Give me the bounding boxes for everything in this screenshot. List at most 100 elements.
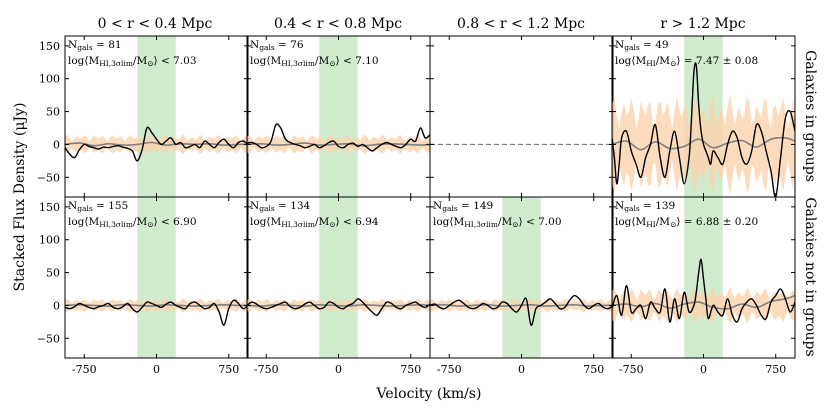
panel-plot-area [612,197,795,358]
column-title-3: r > 1.2 Mpc [660,16,745,32]
x-tick-label: 0 [153,363,160,376]
y-tick-label: −50 [37,332,60,345]
stacked-spectrum-line [612,62,795,197]
panel-plot-area [612,36,795,197]
y-tick-label: −50 [37,171,60,184]
mass-value: ⟩ < 7.10 [336,55,379,67]
ngals-symbol: N [68,200,77,212]
mass-subscript: HI,3σlim [99,220,133,229]
column-title-2: 0.8 < r < 1.2 Mpc [457,16,585,32]
velocity-window-band [137,36,176,197]
mass-value: ⟩ < 6.90 [154,216,197,228]
mass-ratio: /M [133,55,148,67]
velocity-window-band [502,197,541,358]
velocity-window-band [137,197,176,358]
row-label-1: Galaxies not in groups [802,197,818,356]
solar-symbol: ⊙ [512,220,518,229]
y-tick-label: 50 [46,106,60,119]
x-tick-label: -750 [619,363,644,376]
solar-symbol: ⊙ [329,220,335,229]
mass-subscript: HI,3σlim [281,220,315,229]
uncertainty-envelope [612,287,795,324]
ngals-value: = 81 [93,39,122,51]
solar-symbol: ⊙ [147,220,153,229]
ngals-value: = 49 [640,39,669,51]
solar-symbol: ⊙ [147,59,153,68]
panel-1-0: -750 0 750 −50 0 50 100 150 Ngals = 155 log⟨MHI,3… [37,196,249,376]
x-tick-label: 750 [583,363,604,376]
panel-plot-area [430,197,613,358]
panel-1-3: -750 0 750 Ngals = 139 log⟨MHI/M⊙⟩ = 6.88 ± … [611,196,796,376]
ngals-subscript: gals [259,204,275,213]
x-tick-label: 750 [765,363,786,376]
mass-limit-annotation: log⟨MHI,3σlim/M⊙⟩ < 7.10 [250,55,379,68]
mass-symbol: log⟨M [433,216,464,228]
ngals-subscript: gals [77,204,93,213]
ngals-subscript: gals [77,43,93,52]
solar-symbol: ⊙ [670,220,676,229]
ngals-annotation: Ngals = 155 [68,200,128,213]
reference-spectrum-line [612,136,795,151]
mass-ratio: /M [315,55,330,67]
mass-limit-annotation: log⟨MHI,3σlim/M⊙⟩ < 6.94 [250,216,379,229]
uncertainty-envelope [65,134,248,155]
x-tick-label: 0 [518,363,525,376]
column-title-0: 0 < r < 0.4 Mpc [98,16,213,32]
mass-ratio: /M [315,216,330,228]
panel-1-2: -750 0 750 Ngals = 149 log⟨MHI,3σlim/M⊙⟩ < 7… [429,196,614,376]
ngals-symbol: N [68,39,77,51]
mass-symbol: log⟨M [615,55,646,67]
mass-symbol: log⟨M [615,216,646,228]
ngals-annotation: Ngals = 81 [68,39,122,52]
velocity-window-band [319,197,358,358]
row-label-0: Galaxies in groups [802,50,818,182]
x-tick-label: -750 [72,363,97,376]
x-tick-label: -750 [254,363,279,376]
mass-subscript: HI [646,220,656,229]
y-axis-label: Stacked Flux Density (μJy) [12,103,28,292]
ngals-symbol: N [615,200,624,212]
ngals-symbol: N [250,39,259,51]
reference-spectrum-line [247,142,430,147]
panel-0-0: −50 0 50 100 150 Ngals = 81 log⟨MHI,3σlim/M⊙⟩ … [37,35,249,198]
stacked-spectrum-line [430,294,613,326]
ngals-annotation: Ngals = 134 [250,200,311,213]
mass-detection-annotation: log⟨MHI/M⊙⟩ = 6.88 ± 0.20 [615,216,758,229]
ngals-symbol: N [615,39,624,51]
mass-subscript: HI,3σlim [99,59,133,68]
mass-value: ⟩ < 6.94 [336,216,379,228]
ngals-value: = 76 [275,39,304,51]
y-tick-label: 100 [39,234,60,247]
y-tick-label: 150 [39,40,60,53]
mass-symbol: log⟨M [250,216,281,228]
mass-subscript: HI,3σlim [464,220,498,229]
stacked-spectrum-line [612,258,795,323]
ngals-value: = 134 [275,200,311,212]
panel-frame [429,35,614,198]
mass-ratio: /M [133,216,148,228]
mass-limit-annotation: log⟨MHI,3σlim/M⊙⟩ < 7.00 [433,216,562,229]
x-tick-label: -750 [437,363,462,376]
mass-ratio: /M [656,55,671,67]
column-title-1: 0.4 < r < 0.8 Mpc [274,16,402,32]
mass-detection-annotation: log⟨MHI/M⊙⟩ = 7.47 ± 0.08 [615,55,758,68]
mass-limit-annotation: log⟨MHI,3σlim/M⊙⟩ < 6.90 [68,216,197,229]
y-tick-label: 100 [39,73,60,86]
panel-0-1: Ngals = 76 log⟨MHI,3σlim/M⊙⟩ < 7.10 [246,35,431,198]
panel-plot-area [247,36,430,197]
ngals-subscript: gals [624,204,640,213]
x-tick-label: 0 [335,363,342,376]
mass-value: ⟩ = 7.47 ± 0.08 [676,55,758,67]
panel-1-1: -750 0 750 Ngals = 134 log⟨MHI,3σlim/M⊙⟩ < 6… [246,196,431,376]
figure-labels: 0 < r < 0.4 Mpc 0.4 < r < 0.8 Mpc 0.8 < … [12,16,818,402]
stacked-spectrum-line [65,299,248,326]
x-tick-label: 750 [400,363,421,376]
ngals-value: = 149 [458,200,494,212]
reference-spectrum-line [65,303,248,307]
ngals-subscript: gals [442,204,458,213]
panel-0-3: Ngals = 49 log⟨MHI/M⊙⟩ = 7.47 ± 0.08 [611,35,796,198]
x-tick-label: 0 [700,363,707,376]
ngals-value: = 139 [640,200,676,212]
